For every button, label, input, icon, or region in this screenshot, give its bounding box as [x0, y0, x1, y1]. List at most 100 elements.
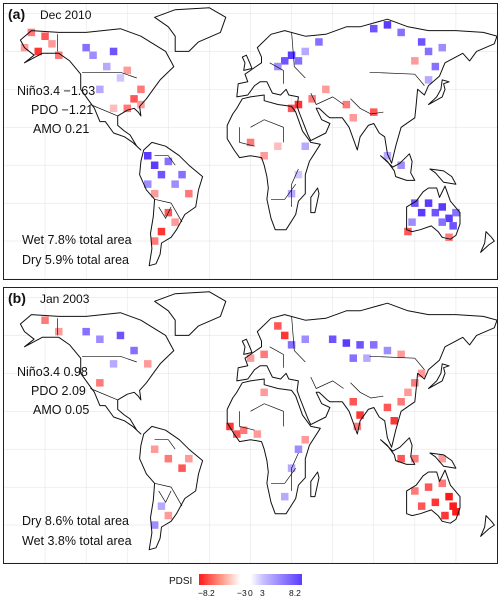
- coastline-new-guinea: [429, 452, 457, 469]
- pdsi-cell: [157, 502, 166, 510]
- pdsi-cell: [349, 398, 357, 406]
- pdsi-cell: [89, 51, 97, 59]
- pdsi-cells: [41, 316, 460, 529]
- pdsi-cell: [370, 108, 378, 116]
- pdsi-cell: [322, 85, 330, 94]
- climate-index-nino34: Niño3.4 0.98: [17, 365, 88, 379]
- legend-title: PDSI: [169, 576, 193, 587]
- pdsi-cell: [82, 43, 90, 52]
- legend-tick-neg3: −3: [237, 588, 247, 598]
- pdsi-cell: [449, 222, 457, 230]
- pdsi-cell: [294, 100, 303, 109]
- pdsi-cell: [246, 354, 255, 362]
- pdsi-cell: [130, 95, 138, 103]
- pdsi-cell: [294, 445, 303, 453]
- pdsi-cell: [438, 203, 446, 211]
- pdsi-cell: [82, 327, 90, 336]
- country-border: [250, 403, 284, 427]
- coastline-uk: [241, 338, 253, 355]
- coastline-greenland: [154, 291, 227, 336]
- pdsi-cell: [185, 454, 193, 463]
- country-border: [158, 206, 172, 220]
- pdsi-cell: [27, 28, 36, 37]
- country-borders: [19, 291, 497, 551]
- pdsi-cell: [411, 454, 419, 463]
- pdsi-legend: PDSI −8.2 −3 0 3 8.2: [0, 568, 500, 600]
- pdsi-cell: [260, 152, 268, 160]
- legend-tick-max: 8.2: [289, 588, 301, 598]
- landmass-new-guinea: [429, 169, 456, 185]
- area-stat-second: Wet 3.8% total area: [22, 534, 132, 548]
- pdsi-cell: [342, 100, 351, 109]
- pdsi-cell: [424, 47, 433, 56]
- pdsi-cell: [408, 218, 416, 226]
- pdsi-cell: [233, 430, 241, 438]
- coastline-greenland: [154, 7, 227, 52]
- pdsi-cell: [157, 170, 166, 179]
- pdsi-cells: [20, 21, 460, 245]
- pdsi-cell: [150, 521, 159, 529]
- pdsi-cell: [253, 430, 262, 438]
- pdsi-cell: [164, 157, 173, 166]
- pdsi-cell: [178, 170, 186, 179]
- legend-tick-zero: 0: [248, 588, 253, 598]
- coastline-borneo-indonesia: [380, 437, 416, 465]
- map-panel-dec-2010: (a) Dec 2010 Niño3.4 −1.63 PDO −1.21 AMO…: [3, 3, 498, 280]
- pdsi-cell: [109, 360, 118, 368]
- pdsi-cell: [96, 335, 104, 343]
- coastline-new-guinea: [429, 168, 457, 185]
- pdsi-cell: [397, 350, 405, 359]
- pdsi-cell: [109, 47, 118, 56]
- pdsi-cell: [356, 341, 364, 349]
- pdsi-cell: [404, 388, 412, 397]
- panel-label: (a): [8, 6, 26, 22]
- pdsi-cell: [260, 350, 268, 359]
- map-panel-jan-2003: (b) Jan 2003 Niño3.4 0.98 PDO 2.09 AMO 0…: [3, 287, 498, 564]
- pdsi-cell: [116, 74, 125, 82]
- pdsi-cell: [383, 152, 392, 160]
- country-border: [154, 482, 183, 507]
- country-border: [310, 376, 344, 389]
- pdsi-cell: [438, 479, 446, 488]
- pdsi-cell: [246, 138, 255, 147]
- pdsi-cell: [411, 57, 419, 65]
- climate-index-amo: AMO 0.21: [33, 122, 90, 136]
- country-border: [291, 32, 306, 79]
- pdsi-cell: [301, 47, 309, 56]
- pdsi-cell: [171, 218, 179, 226]
- country-border: [239, 127, 255, 147]
- landmass-borneo-indonesia: [380, 437, 415, 465]
- pdsi-cell: [287, 341, 296, 349]
- pdsi-cell: [109, 104, 118, 113]
- pdsi-cell: [438, 43, 446, 52]
- pdsi-cell: [349, 354, 357, 362]
- pdsi-cell: [301, 142, 309, 150]
- coastline-eurasia: [236, 302, 497, 448]
- climate-index-nino34: Niño3.4 −1.63: [17, 84, 96, 98]
- pdsi-cell: [260, 388, 268, 397]
- coastline-north-america: [19, 312, 175, 435]
- pdsi-cell: [178, 464, 186, 472]
- pdsi-cell: [116, 331, 125, 340]
- pdsi-cell: [370, 24, 378, 33]
- pdsi-cell: [353, 422, 362, 431]
- pdsi-cell: [383, 21, 392, 29]
- country-border: [82, 71, 137, 79]
- pdsi-cell: [164, 511, 173, 520]
- pdsi-cell: [41, 316, 49, 324]
- country-border: [154, 439, 176, 450]
- landmass-eurasia: [236, 19, 497, 164]
- pdsi-cell: [34, 47, 42, 56]
- coastline-eurasia: [236, 18, 497, 164]
- country-border: [350, 382, 384, 399]
- coastline-borneo-indonesia: [380, 153, 416, 181]
- pdsi-cell: [449, 502, 457, 510]
- pdsi-cell: [349, 114, 357, 122]
- country-border: [154, 155, 176, 166]
- pdsi-cell: [438, 454, 446, 463]
- pdsi-cell: [144, 180, 152, 188]
- coastline-uk: [241, 54, 253, 71]
- landmass-madagascar: [310, 188, 319, 213]
- pdsi-cell: [445, 214, 453, 223]
- pdsi-cell: [438, 218, 446, 226]
